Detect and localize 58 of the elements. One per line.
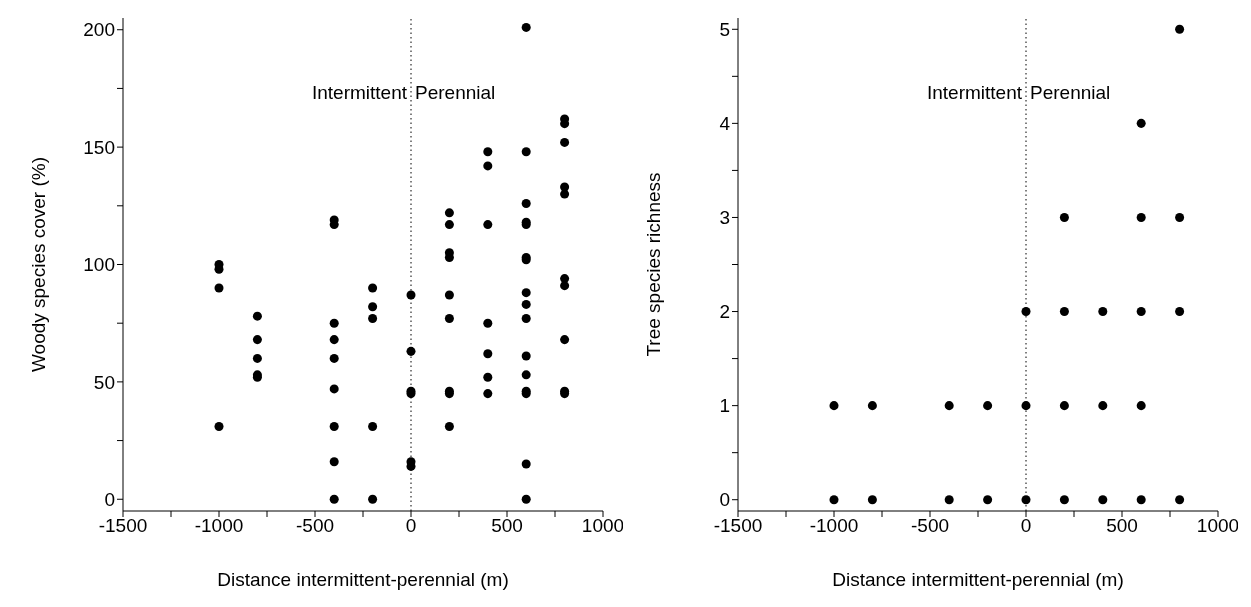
x-axis-title: Distance intermittent-perennial (m) (832, 569, 1124, 590)
point (1136, 118, 1146, 128)
point (1136, 307, 1146, 317)
y-axis-title: Woody species cover (%) (27, 156, 49, 373)
point (944, 495, 954, 505)
x-tick-label: 0 (405, 515, 417, 537)
y-tick-label: 4 (719, 113, 731, 135)
point (1021, 307, 1031, 317)
x-tick-label: -1500 (98, 515, 148, 537)
x-tick-label: -500 (295, 515, 335, 537)
point (829, 401, 839, 411)
y-tick-label: 100 (83, 254, 115, 276)
x-tick-label: 500 (491, 515, 523, 537)
x-tick-label: 1000 (1196, 515, 1240, 537)
point (1098, 307, 1108, 317)
point (1175, 24, 1185, 34)
x-axis-title: Distance intermittent-perennial (m) (217, 569, 509, 590)
x-tick-label: -500 (910, 515, 950, 537)
point (1136, 401, 1146, 411)
point (1059, 495, 1069, 505)
point (1059, 307, 1069, 317)
x-tick-label: 500 (1106, 515, 1138, 537)
point (983, 495, 993, 505)
y-tick-label: 1 (719, 395, 730, 417)
y-tick-label: 3 (719, 207, 730, 229)
point (944, 401, 954, 411)
point (1175, 495, 1185, 505)
x-tick-label: -1000 (194, 515, 244, 537)
y-axis-title: Tree species richness (642, 172, 664, 357)
x-tick-label: 0 (1020, 515, 1032, 537)
annotation: Intermittent (926, 82, 1023, 104)
y-tick-label: 200 (83, 19, 115, 41)
point (1021, 401, 1031, 411)
annotation: Intermittent (311, 82, 408, 104)
point (1059, 401, 1069, 411)
y-tick-label: 0 (104, 489, 115, 511)
x-tick-label: -1000 (809, 515, 859, 537)
x-tick-label: -1500 (713, 515, 763, 537)
point (983, 401, 993, 411)
point (1098, 401, 1108, 411)
point (1136, 212, 1146, 222)
y-tick-label: 150 (83, 136, 115, 158)
point (867, 495, 877, 505)
x-tick-label: 1000 (581, 515, 625, 537)
point (867, 401, 877, 411)
y-tick-label: 2 (719, 301, 730, 323)
point (1059, 212, 1069, 222)
annotation: Perennial (1030, 82, 1111, 104)
point (1136, 495, 1146, 505)
annotation: Perennial (415, 82, 496, 104)
y-tick-label: 5 (719, 19, 730, 41)
y-tick-label: 50 (93, 371, 115, 393)
point (1098, 495, 1108, 505)
point (829, 495, 839, 505)
point (1175, 307, 1185, 317)
y-tick-label: 0 (719, 489, 730, 511)
point (1021, 495, 1031, 505)
point (1175, 212, 1185, 222)
